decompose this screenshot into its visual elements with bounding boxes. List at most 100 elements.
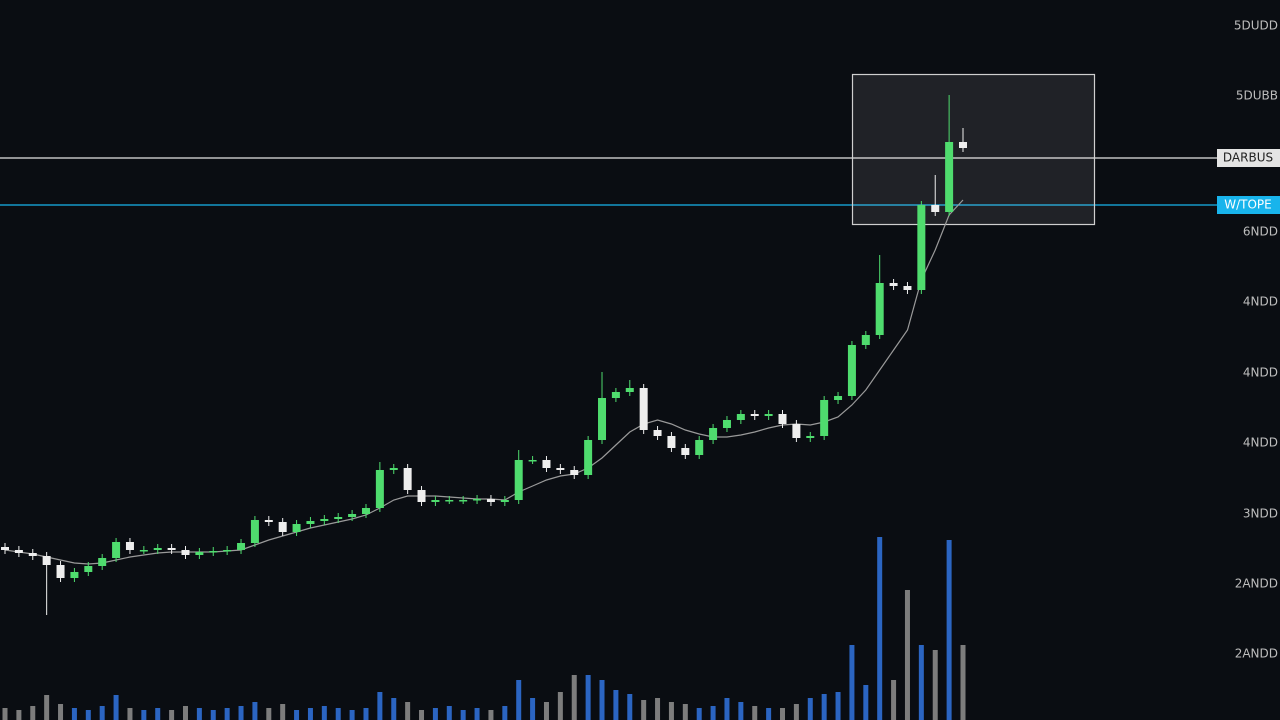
candle-body — [681, 448, 690, 455]
volume-bar — [530, 698, 536, 720]
level-tag — [1217, 196, 1280, 214]
candle-body — [695, 440, 704, 455]
volume-bar — [391, 698, 397, 720]
volume-bar — [571, 675, 577, 720]
volume-bar — [877, 537, 883, 720]
candle-body — [445, 500, 454, 502]
candle-body — [28, 553, 37, 556]
level-layer — [0, 157, 1217, 206]
candle-body — [153, 548, 162, 550]
volume-bar — [932, 650, 938, 720]
volume-bar — [113, 695, 119, 720]
volume-bar — [738, 702, 744, 720]
candle-body — [667, 436, 676, 448]
volume-bar — [16, 710, 22, 720]
volume-bar — [169, 710, 175, 720]
candle-body — [237, 543, 246, 550]
y-tick-label: 4NDD — [1243, 366, 1278, 380]
candle-body — [917, 205, 926, 290]
candle-body — [764, 414, 773, 416]
candle-body — [542, 460, 551, 468]
candle-body — [500, 500, 509, 502]
volume-bar — [252, 702, 258, 720]
volume-bar — [668, 702, 674, 720]
candle-body — [320, 519, 329, 521]
candle-body — [223, 550, 232, 552]
candle-body — [486, 499, 495, 502]
volume-bar — [793, 704, 799, 720]
y-tick-label: 4NDD — [1243, 295, 1278, 309]
candle-body — [639, 388, 648, 430]
candle-body — [389, 468, 398, 470]
candle-body — [806, 436, 815, 438]
candle-body — [417, 490, 426, 502]
candle-body — [834, 396, 843, 400]
candle-body — [847, 345, 856, 396]
volume-bar — [238, 706, 244, 720]
volume-bar — [946, 540, 952, 720]
moving-average — [4, 199, 964, 565]
axis-layer: 5DUDD 5DUBB 6NDD 4NDD 4NDD 4NDD 3NDD 2ANDD 2ANDD… — [1217, 19, 1280, 661]
candle-body — [709, 428, 718, 440]
level-tag — [1217, 149, 1280, 167]
volume-bar — [405, 702, 411, 720]
volume-bar — [377, 692, 383, 720]
volume-bar — [613, 690, 619, 720]
volume-bar — [627, 694, 633, 720]
candle-body — [611, 392, 620, 398]
candle-body — [306, 521, 315, 524]
volume-bar — [807, 698, 813, 720]
volume-bar — [599, 680, 605, 720]
candle-body — [125, 542, 134, 550]
volume-bar — [780, 708, 786, 720]
candle-body — [945, 142, 954, 212]
candle-body — [98, 558, 107, 566]
volume-bar — [446, 706, 452, 720]
volume-bar — [58, 704, 64, 720]
candle-body — [250, 520, 259, 543]
y-tick-label: 2ANDD — [1235, 647, 1278, 661]
volume-bar — [710, 706, 716, 720]
volume-bar — [155, 708, 161, 720]
candle-body — [334, 517, 343, 519]
volume-bar — [502, 706, 508, 720]
candle-body — [403, 468, 412, 490]
volume-bar — [641, 700, 647, 720]
candle-body — [459, 500, 468, 502]
volume-bar — [863, 685, 869, 720]
volume-bar — [543, 702, 549, 720]
candle-body — [1, 547, 9, 550]
candle-body — [112, 542, 121, 558]
volume-bar — [474, 708, 480, 720]
volume-bar — [2, 708, 8, 720]
candle-body — [736, 414, 745, 420]
volume-bar — [419, 710, 425, 720]
volume-bar — [266, 708, 272, 720]
volume-bar — [71, 708, 77, 720]
candle-body — [903, 286, 912, 290]
volume-bar — [516, 680, 522, 720]
candle-body — [167, 548, 176, 550]
candle-body — [14, 550, 23, 553]
volume-bar — [210, 710, 216, 720]
volume-bar — [85, 710, 91, 720]
candle-body — [181, 550, 190, 555]
volume-layer — [2, 537, 966, 720]
candle-body — [139, 550, 148, 552]
volume-bar — [127, 708, 133, 720]
volume-bar — [30, 706, 36, 720]
candle-body — [264, 520, 273, 522]
candle-body — [56, 565, 65, 578]
volume-bar — [682, 704, 688, 720]
candle-body — [195, 552, 204, 555]
volume-bar — [835, 692, 841, 720]
volume-bar — [904, 590, 910, 720]
candle-body — [861, 335, 870, 345]
volume-bar — [655, 698, 661, 720]
y-tick-label: 5DUBB — [1236, 89, 1278, 103]
candle-body — [528, 460, 537, 462]
candle-body — [778, 414, 787, 424]
volume-bar — [766, 708, 772, 720]
candle-body — [598, 398, 607, 440]
